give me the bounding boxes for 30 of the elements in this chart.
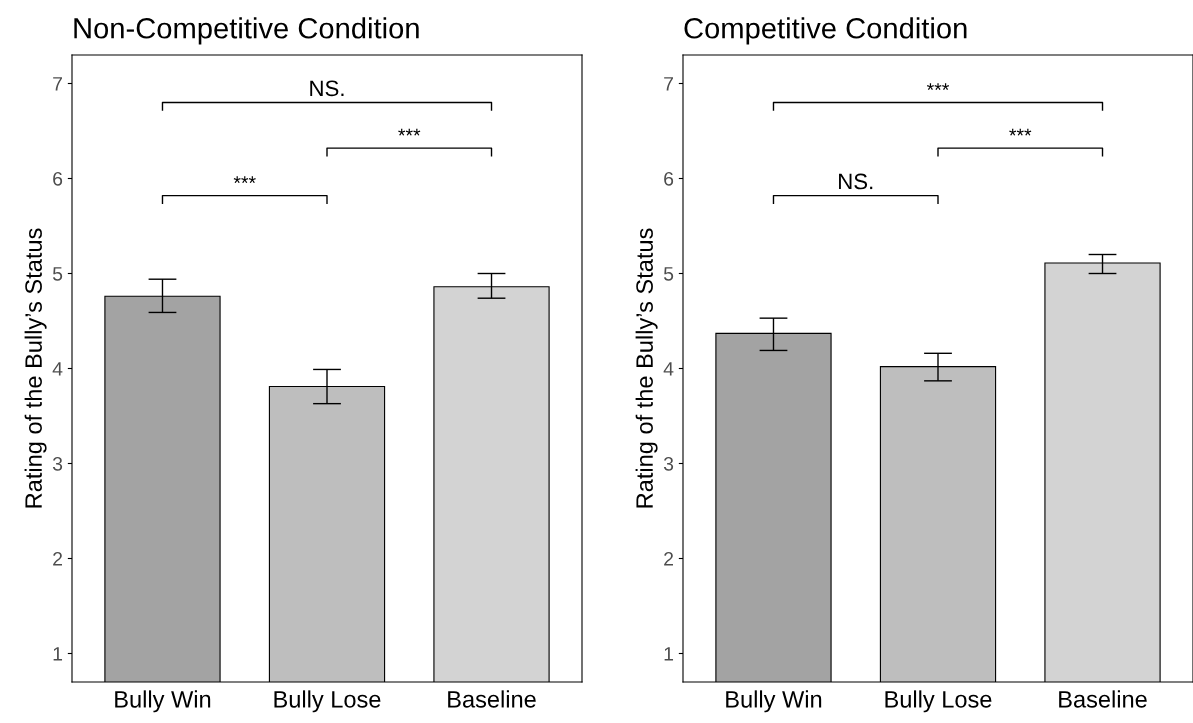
y-tick-label: 2: [53, 551, 62, 566]
y-tick-label: 1: [664, 647, 674, 661]
y-tick-label: 4: [52, 362, 63, 376]
chart-title: Competitive Condition: [684, 17, 967, 45]
x-tick-label: Bully Win: [115, 690, 211, 713]
annotation: ***: [398, 128, 421, 136]
y-tick-label: 7: [53, 77, 62, 91]
y-tick-label: 2: [664, 551, 673, 566]
y-tick-label: 5: [52, 267, 63, 281]
y-tick-label: 1: [53, 647, 63, 661]
annotation: ***: [926, 83, 950, 91]
y-tick-label: 7: [664, 77, 673, 91]
x-tick-label: Baseline: [448, 690, 536, 708]
y-tick-label: 5: [663, 267, 674, 281]
x-tick-label: Bully Lose: [885, 690, 992, 713]
x-tick-label: Baseline: [1059, 690, 1147, 708]
annotation: NS.: [310, 80, 344, 97]
x-tick-label: Bully Lose: [274, 690, 381, 713]
annotation: ***: [233, 176, 256, 184]
y-tick-label: 6: [53, 171, 63, 186]
y-tick-label: 4: [663, 362, 674, 376]
x-tick-label: Bully Win: [726, 690, 822, 713]
annotation: NS.: [839, 173, 873, 190]
y-axis-title: Rating of the Bully’s Status: [24, 228, 47, 508]
y-tick-label: 3: [52, 456, 63, 471]
y-tick-label: 3: [663, 456, 674, 471]
annotation: ***: [1009, 128, 1032, 136]
y-tick-label: 6: [664, 171, 674, 186]
y-axis-title: Rating of the Bully’s Status: [635, 228, 658, 508]
chart-title: Non-Competitive Condition: [74, 17, 419, 45]
